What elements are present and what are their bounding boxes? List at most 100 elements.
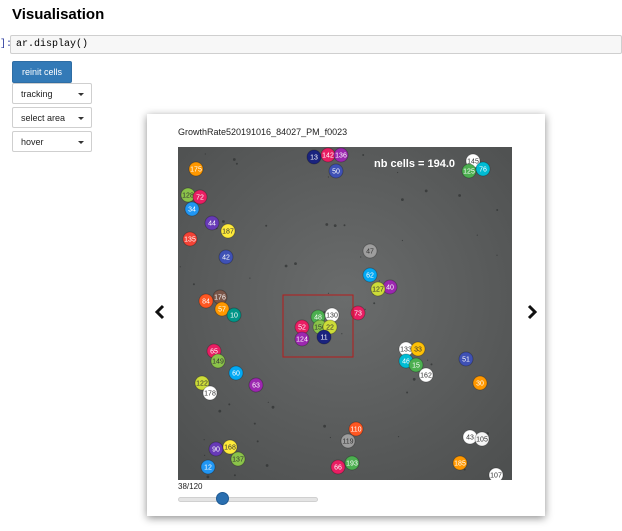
- cell-marker[interactable]: 76: [475, 161, 491, 177]
- selection-rectangle[interactable]: [282, 294, 354, 358]
- cell-label: 60: [232, 371, 240, 378]
- cell-label: 178: [204, 391, 216, 398]
- cell-marker[interactable]: 51: [458, 351, 474, 367]
- cell-blob: [362, 243, 378, 259]
- image-speck: [327, 176, 329, 178]
- cell-marker[interactable]: 135: [182, 231, 198, 247]
- cell-marker[interactable]: 12: [200, 459, 216, 475]
- cell-label: 133: [400, 347, 412, 354]
- cell-marker[interactable]: 47: [362, 243, 378, 259]
- cell-marker[interactable]: 50: [328, 163, 344, 179]
- cell-blob: [452, 455, 468, 471]
- microscopy-image[interactable]: 13 142 136 50 145 125 76 175 128 72 34 44 135 187 42 47…: [178, 147, 512, 480]
- cell-blob: [458, 351, 474, 367]
- cell-marker[interactable]: 187: [220, 223, 236, 239]
- cell-marker[interactable]: 30: [472, 375, 488, 391]
- cell-blob: [488, 467, 504, 480]
- cell-marker[interactable]: 72: [192, 189, 208, 205]
- cell-marker[interactable]: 175: [188, 161, 204, 177]
- cell-marker[interactable]: 57: [214, 301, 230, 317]
- cell-marker[interactable]: 162: [418, 367, 434, 383]
- cell-label: 73: [354, 311, 362, 318]
- cell-blob: [194, 375, 210, 391]
- frame-slider-handle[interactable]: [216, 492, 229, 505]
- image-speck: [323, 311, 326, 314]
- cell-marker[interactable]: 124: [294, 331, 310, 347]
- cell-label: 52: [298, 325, 306, 332]
- cell-label: 122: [196, 381, 208, 388]
- cell-marker[interactable]: 107: [488, 467, 504, 480]
- chevron-right-icon[interactable]: [524, 304, 540, 320]
- cell-marker[interactable]: 142: [320, 147, 336, 163]
- cell-marker[interactable]: 185: [452, 455, 468, 471]
- cell-marker[interactable]: 44: [204, 215, 220, 231]
- cell-marker[interactable]: 125: [461, 163, 477, 179]
- cell-blob: [202, 385, 218, 401]
- chevron-left-icon[interactable]: [152, 304, 168, 320]
- cell-marker[interactable]: 62: [362, 267, 378, 283]
- cell-marker[interactable]: 42: [218, 249, 234, 265]
- cell-marker[interactable]: 15: [408, 357, 424, 373]
- cell-marker[interactable]: 10: [226, 307, 242, 323]
- cell-marker[interactable]: 84: [198, 293, 214, 309]
- image-speck: [267, 401, 269, 403]
- image-speck: [218, 409, 222, 413]
- cell-marker[interactable]: 136: [333, 147, 349, 163]
- cell-marker[interactable]: 13: [306, 149, 322, 165]
- area-dropdown-value: select area: [21, 113, 66, 123]
- cell-blob: [182, 231, 198, 247]
- image-speck: [343, 224, 346, 227]
- cell-marker[interactable]: 60: [228, 365, 244, 381]
- cell-label: 12: [204, 465, 212, 472]
- cell-label: 40: [386, 285, 394, 292]
- cell-marker[interactable]: 122: [194, 375, 210, 391]
- cell-label: 65: [210, 349, 218, 356]
- cell-marker[interactable]: 110: [348, 421, 364, 437]
- image-speck: [412, 377, 416, 381]
- cell-marker[interactable]: 119: [340, 433, 356, 449]
- cell-marker[interactable]: 178: [202, 385, 218, 401]
- cell-label: 105: [476, 437, 488, 444]
- cell-marker[interactable]: 34: [184, 201, 200, 217]
- cell-marker[interactable]: 105: [474, 431, 490, 447]
- cell-label: 72: [196, 195, 204, 202]
- cell-marker[interactable]: 33: [410, 341, 426, 357]
- cell-marker[interactable]: 149: [210, 353, 226, 369]
- cell-label: 84: [202, 299, 210, 306]
- image-speck: [204, 153, 206, 155]
- mode-dropdown[interactable]: tracking: [12, 83, 92, 104]
- cell-label: 33: [414, 347, 422, 354]
- cell-label: 110: [350, 427, 361, 434]
- hover-dropdown[interactable]: hover: [12, 131, 92, 152]
- cell-marker[interactable]: 137: [230, 451, 246, 467]
- code-text[interactable]: ar.display(): [16, 39, 89, 50]
- caret-down-icon: [78, 93, 84, 96]
- area-dropdown[interactable]: select area: [12, 107, 92, 128]
- frame-slider-track[interactable]: [178, 497, 318, 502]
- cell-marker[interactable]: 128: [180, 187, 196, 203]
- image-speck: [265, 464, 269, 467]
- image-speck: [341, 333, 343, 335]
- cell-marker[interactable]: 90: [208, 441, 224, 457]
- cell-blob: [226, 307, 242, 323]
- cell-label: 47: [366, 249, 374, 256]
- cell-blob: [306, 149, 322, 165]
- cell-marker[interactable]: 66: [330, 459, 346, 475]
- cell-marker[interactable]: 168: [222, 439, 238, 455]
- image-speck: [430, 363, 433, 366]
- reinit-cells-button[interactable]: reinit cells: [12, 61, 72, 83]
- cell-marker[interactable]: 193: [344, 455, 360, 471]
- cell-label: 107: [490, 473, 502, 480]
- image-speck: [401, 198, 404, 201]
- cell-marker[interactable]: 52: [294, 319, 310, 335]
- image-speck: [232, 158, 236, 161]
- image-speck: [256, 440, 259, 443]
- cell-marker[interactable]: 73: [350, 305, 366, 321]
- cell-marker[interactable]: 127: [370, 281, 386, 297]
- code-cell[interactable]: ar.display(): [10, 35, 622, 54]
- cell-marker[interactable]: 11: [316, 329, 332, 345]
- cell-marker[interactable]: 63: [248, 377, 264, 393]
- cell-label: 125: [463, 169, 475, 176]
- image-speck: [496, 254, 498, 256]
